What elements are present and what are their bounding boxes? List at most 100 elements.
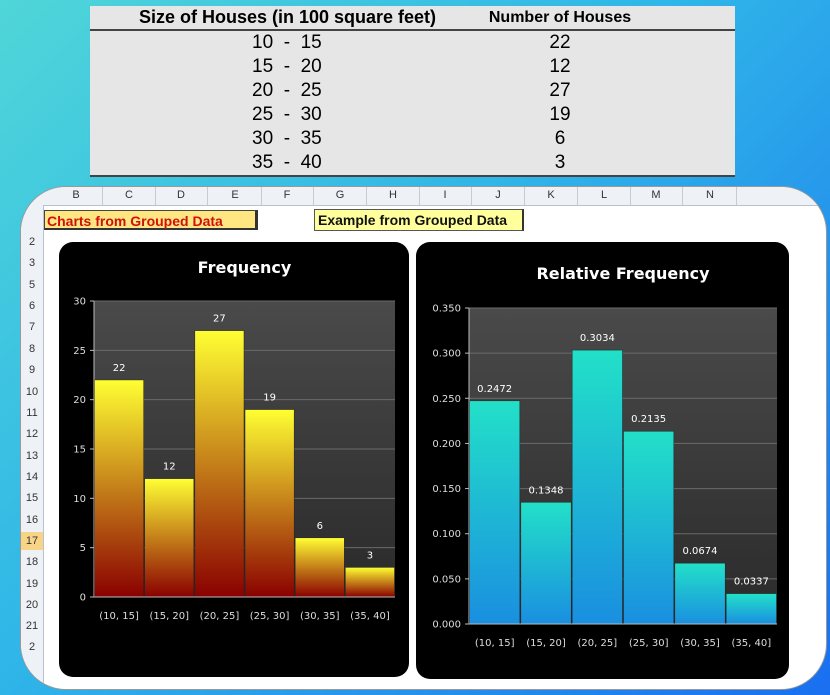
row-label[interactable]: 17 bbox=[21, 532, 43, 550]
range-low: 25 bbox=[252, 104, 274, 125]
size-range-cell: 25 - 30 bbox=[90, 103, 485, 127]
row-label[interactable]: 7 bbox=[28, 321, 36, 333]
charts-title-cell[interactable]: Charts from Grouped Data bbox=[44, 210, 258, 230]
column-divider bbox=[630, 187, 631, 205]
data-label: 0.2472 bbox=[477, 384, 512, 395]
bar[interactable] bbox=[623, 430, 675, 625]
row-label[interactable]: 3 bbox=[28, 257, 36, 269]
column-label[interactable]: E bbox=[231, 189, 239, 201]
x-tick-label: (30, 35] bbox=[300, 611, 340, 622]
grouped-data-table: Size of Houses (in 100 square feet) Numb… bbox=[90, 6, 735, 177]
bar[interactable] bbox=[725, 593, 777, 625]
row-label[interactable]: 19 bbox=[25, 578, 39, 590]
row-label[interactable]: 6 bbox=[28, 300, 36, 312]
range-low: 30 bbox=[252, 128, 274, 149]
range-dash: - bbox=[273, 128, 301, 149]
column-label[interactable]: K bbox=[547, 189, 555, 201]
frequency-chart-svg: Frequency 0 5 10 15 20 25 30 22 (10, 15] 12 (15, 20… bbox=[73, 258, 395, 622]
column-divider bbox=[207, 187, 208, 205]
row-label[interactable]: 2 bbox=[28, 236, 36, 248]
data-label: 0.3034 bbox=[580, 333, 615, 344]
y-tick-label: 5 bbox=[80, 543, 86, 554]
range-low: 15 bbox=[252, 56, 274, 77]
table-row: 15 - 20 12 bbox=[90, 55, 735, 79]
frequency-chart[interactable]: Frequency 0 5 10 15 20 25 30 22 (10, 15] 12 (15, 20… bbox=[59, 242, 409, 677]
bar[interactable] bbox=[674, 562, 726, 625]
y-tick-label: 0.050 bbox=[432, 574, 461, 585]
table-row: 10 - 15 22 bbox=[90, 30, 735, 55]
row-label[interactable]: 12 bbox=[25, 428, 39, 440]
range-high: 40 bbox=[300, 152, 322, 173]
column-label[interactable]: B bbox=[72, 189, 80, 201]
row-label[interactable]: 13 bbox=[25, 450, 39, 462]
y-tick-label: 0 bbox=[80, 593, 86, 604]
row-label[interactable]: 10 bbox=[25, 386, 39, 398]
bar[interactable] bbox=[244, 409, 295, 598]
row-label[interactable]: 2 bbox=[28, 641, 36, 653]
x-tick-label: (35, 40] bbox=[350, 611, 390, 622]
x-tick-label: (25, 30] bbox=[629, 638, 669, 649]
y-tick-label: 20 bbox=[73, 395, 86, 406]
house-count-cell: 12 bbox=[549, 56, 571, 77]
x-tick-label: (25, 30] bbox=[250, 611, 290, 622]
column-label[interactable]: F bbox=[283, 189, 291, 201]
relative-frequency-chart[interactable]: Relative Frequency 0.000 0.050 0.100 0.150 0.… bbox=[416, 242, 789, 679]
table-row: 35 - 40 3 bbox=[90, 151, 735, 177]
column-label[interactable]: L bbox=[600, 189, 608, 201]
column-divider bbox=[419, 187, 420, 205]
row-header-bar: 2 3 5 6 7 8 9 10 11 12 13 14 15 16 17 18 19 20 21 2 bbox=[21, 205, 44, 689]
column-label[interactable]: I bbox=[443, 189, 447, 201]
size-range-cell: 35 - 40 bbox=[90, 151, 485, 177]
table-row: 20 - 25 27 bbox=[90, 79, 735, 103]
bar[interactable] bbox=[469, 400, 521, 625]
bar[interactable] bbox=[571, 349, 623, 625]
y-tick-label: 30 bbox=[73, 297, 86, 308]
x-tick-label: (30, 35] bbox=[680, 638, 720, 649]
column-divider bbox=[102, 187, 103, 205]
x-tick-label: (10, 15] bbox=[99, 611, 139, 622]
x-tick-label: (15, 20] bbox=[149, 611, 189, 622]
x-tick-label: (35, 40] bbox=[732, 638, 772, 649]
y-tick-label: 0.250 bbox=[432, 394, 461, 405]
house-count-cell: 27 bbox=[549, 80, 571, 101]
bar[interactable] bbox=[94, 379, 144, 598]
row-label[interactable]: 5 bbox=[28, 279, 36, 291]
chart-title: Relative Frequency bbox=[536, 264, 710, 283]
range-dash: - bbox=[273, 104, 301, 125]
bar[interactable] bbox=[294, 537, 345, 598]
data-label: 0.0674 bbox=[683, 546, 718, 557]
column-divider bbox=[577, 187, 578, 205]
bar[interactable] bbox=[345, 567, 395, 598]
column-divider bbox=[313, 187, 314, 205]
table-row: 25 - 30 19 bbox=[90, 103, 735, 127]
column-label[interactable]: C bbox=[125, 189, 133, 201]
column-label[interactable]: D bbox=[177, 189, 185, 201]
range-dash: - bbox=[273, 152, 301, 173]
data-label: 22 bbox=[113, 363, 126, 374]
bar[interactable] bbox=[194, 330, 245, 598]
column-label[interactable]: M bbox=[651, 189, 661, 201]
row-label[interactable]: 16 bbox=[25, 514, 39, 526]
x-tick-label: (20, 25] bbox=[578, 638, 618, 649]
column-label[interactable]: J bbox=[495, 189, 501, 201]
range-high: 25 bbox=[300, 80, 322, 101]
bar[interactable] bbox=[520, 502, 572, 625]
row-label[interactable]: 9 bbox=[28, 364, 36, 376]
column-label[interactable]: H bbox=[389, 189, 397, 201]
y-tick-label: 15 bbox=[73, 445, 86, 456]
row-label[interactable]: 8 bbox=[28, 343, 36, 355]
x-tick-label: (15, 20] bbox=[526, 638, 566, 649]
count-column-header: Number of Houses bbox=[485, 6, 735, 31]
data-label: 0.0337 bbox=[734, 577, 769, 588]
column-label[interactable]: G bbox=[335, 189, 345, 201]
row-label[interactable]: 20 bbox=[25, 599, 39, 611]
row-label[interactable]: 11 bbox=[26, 407, 38, 419]
row-label[interactable]: 21 bbox=[25, 620, 39, 632]
row-label[interactable]: 18 bbox=[25, 556, 39, 568]
example-title-cell[interactable]: Example from Grouped Data bbox=[314, 209, 524, 231]
chart-title: Frequency bbox=[198, 258, 292, 277]
bar[interactable] bbox=[144, 478, 195, 598]
row-label[interactable]: 15 bbox=[25, 492, 39, 504]
row-label[interactable]: 14 bbox=[25, 471, 39, 483]
column-label[interactable]: N bbox=[706, 189, 714, 201]
